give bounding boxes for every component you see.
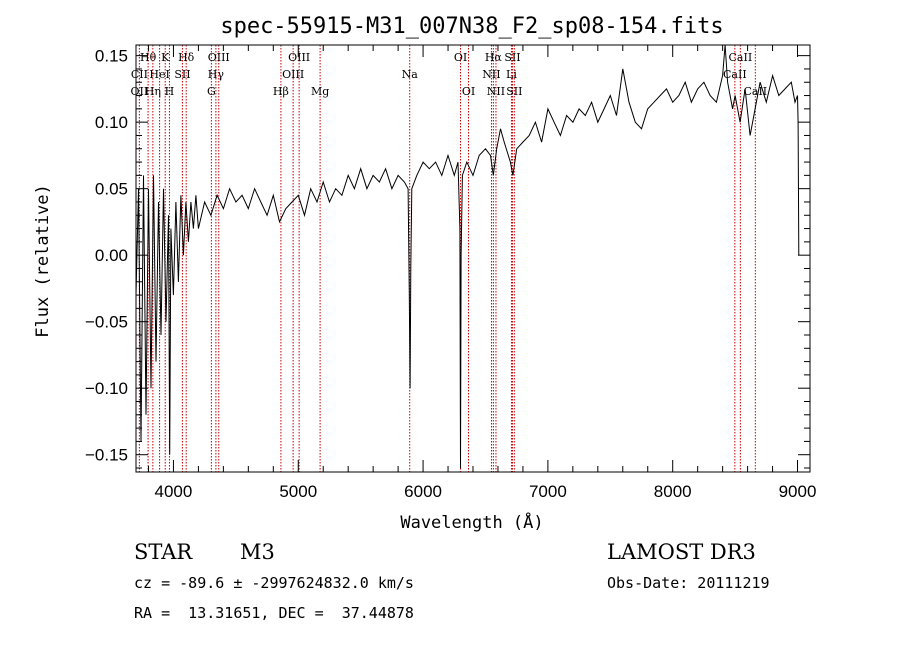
x-tick-label: 4000 <box>155 482 193 501</box>
line-label: Hβ <box>273 85 289 98</box>
line-label: SII <box>174 68 190 81</box>
x-tick-label: 9000 <box>779 482 817 501</box>
y-tick-label: −0.05 <box>85 313 128 332</box>
y-tick-label: −0.10 <box>85 379 128 398</box>
survey-name: LAMOST DR3 <box>607 540 756 564</box>
line-label: CaII <box>729 51 753 64</box>
line-label: Li <box>506 68 517 81</box>
obs-date: Obs-Date: 20111219 <box>607 574 770 592</box>
x-axis-label: Wavelength (Å) <box>400 511 543 533</box>
line-label: SII <box>506 85 522 98</box>
x-axis-ticks: 4000 5000 6000 7000 8000 9000 <box>147 45 817 501</box>
line-label: CII <box>131 68 148 81</box>
line-label: Mg <box>311 85 329 98</box>
y-axis-ticks: −0.15 −0.10 −0.05 0.00 0.05 0.10 0.15 <box>85 47 810 469</box>
chart-title: spec-55915-M31_007N38_F2_sp08-154.fits <box>220 14 723 39</box>
line-label: K <box>161 51 170 64</box>
line-label: OII <box>131 85 149 98</box>
object-subclass: M3 <box>240 540 275 564</box>
line-label: HeI <box>149 68 169 81</box>
line-label: Hθ <box>140 51 157 64</box>
line-label: OIII <box>288 51 310 64</box>
line-label: CaII <box>743 85 767 98</box>
line-label: NII <box>487 85 505 98</box>
line-label: Hη <box>145 85 161 98</box>
line-label: Hα <box>485 51 503 64</box>
x-tick-label: 7000 <box>529 482 567 501</box>
y-tick-label: 0.05 <box>95 180 128 199</box>
spectral-line-markers <box>138 45 756 472</box>
y-tick-label: 0.10 <box>95 113 128 132</box>
line-label: OI <box>454 51 467 64</box>
y-tick-label: 0.15 <box>95 47 128 66</box>
y-tick-label: −0.15 <box>85 446 128 465</box>
line-label: OI <box>462 85 475 98</box>
line-label: CaII <box>723 68 747 81</box>
line-label: Hγ <box>208 68 225 81</box>
line-label: NII <box>482 68 500 81</box>
object-class: STAR <box>134 540 193 564</box>
line-label: OIII <box>282 68 304 81</box>
line-label: Na <box>402 68 419 81</box>
redshift-info: cz = -89.6 ± -2997624832.0 km/s <box>134 574 414 592</box>
x-tick-label: 6000 <box>404 482 442 501</box>
x-tick-label: 8000 <box>654 482 692 501</box>
line-label: H <box>165 85 175 98</box>
line-label: Hδ <box>178 51 195 64</box>
x-tick-label: 5000 <box>279 482 317 501</box>
plot-frame <box>135 44 811 473</box>
line-label: G <box>207 85 216 98</box>
line-label: SII <box>504 51 520 64</box>
y-tick-label: 0.00 <box>95 246 128 265</box>
y-axis-label: Flux (relative) <box>33 184 53 338</box>
coordinates: RA = 13.31651, DEC = 37.44878 <box>134 604 414 622</box>
line-label: OIII <box>208 51 230 64</box>
flux-series-line <box>135 44 800 469</box>
